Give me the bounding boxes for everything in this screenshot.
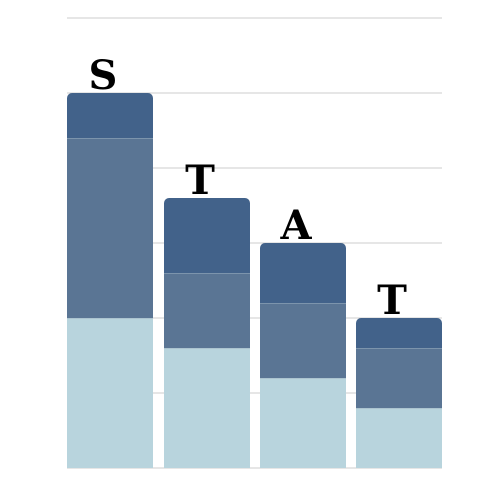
letter-2: T: [185, 157, 215, 204]
bar-2: [164, 198, 250, 468]
letter-4: T: [377, 277, 407, 324]
bars: [67, 93, 442, 468]
dark-segment: [260, 243, 346, 303]
medium-segment: [164, 273, 250, 348]
letter-1: S: [89, 52, 118, 99]
bar-4: [356, 318, 442, 468]
bar-1: [67, 93, 153, 468]
light-segment: [67, 318, 153, 468]
light-segment: [164, 348, 250, 468]
letter-3: A: [279, 202, 312, 249]
medium-segment: [260, 303, 346, 378]
medium-segment: [356, 348, 442, 408]
dark-segment: [67, 93, 153, 138]
dark-segment: [164, 198, 250, 273]
dark-segment: [356, 318, 442, 348]
light-segment: [356, 408, 442, 468]
bar-3: [260, 243, 346, 468]
medium-segment: [67, 138, 153, 318]
letters: S T A T: [89, 52, 408, 324]
light-segment: [260, 378, 346, 468]
